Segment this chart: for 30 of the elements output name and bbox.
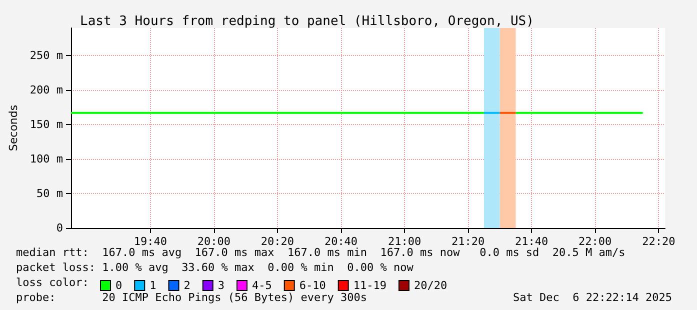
y-tick-label: 50 m bbox=[36, 187, 64, 200]
x-tick-label: 21:20 bbox=[452, 235, 485, 248]
x-tick-label: 20:40 bbox=[324, 235, 358, 248]
x-tick-label: 21:40 bbox=[515, 235, 548, 248]
text: Sat Dec 6 22:22:14 2025 bbox=[513, 291, 672, 304]
legend-label: 11-19 bbox=[353, 279, 386, 292]
text: median rtt: 167.0 ms avg 167.0 ms max 167.0 ms min 167.0 ms now 0.0 ms sd 20.5 M am/s bbox=[16, 246, 626, 259]
y-tick-label: 200 m bbox=[30, 84, 64, 97]
legend-label: 0 bbox=[116, 279, 122, 292]
y-tick-label: 100 m bbox=[30, 152, 64, 166]
text: loss color: bbox=[16, 276, 89, 289]
x-tick-label: 22:20 bbox=[642, 235, 676, 248]
x-tick-label: 21:00 bbox=[388, 235, 422, 248]
legend-label: 3 bbox=[218, 279, 224, 292]
legend-label: 2 bbox=[184, 279, 190, 292]
legend-label: 20/20 bbox=[414, 279, 448, 292]
y-tick-label: 150 m bbox=[30, 118, 64, 132]
y-tick-label: 250 m bbox=[30, 49, 64, 62]
legend-label: 6-10 bbox=[299, 279, 326, 292]
x-tick-label: 20:00 bbox=[197, 235, 231, 248]
x-tick-label: 22:00 bbox=[578, 235, 612, 248]
text: packet loss: 1.00 % avg 33.60 % max 0.00 % min 0.00 % now bbox=[16, 261, 414, 274]
x-tick-label: 20:20 bbox=[260, 235, 294, 248]
legend-label: 4-5 bbox=[252, 279, 272, 292]
y-tick-label: 0 bbox=[56, 222, 64, 234]
y-axis-title: Seconds bbox=[7, 104, 20, 152]
x-tick-label: 19:40 bbox=[134, 235, 167, 248]
chart-title: Last 3 Hours from redping to panel (Hillsboro, Oregon, US) bbox=[80, 14, 534, 29]
legend-label: 1 bbox=[150, 279, 156, 292]
text: probe: 20 ICMP Echo Pings (56 Bytes) every 300s bbox=[16, 291, 367, 304]
